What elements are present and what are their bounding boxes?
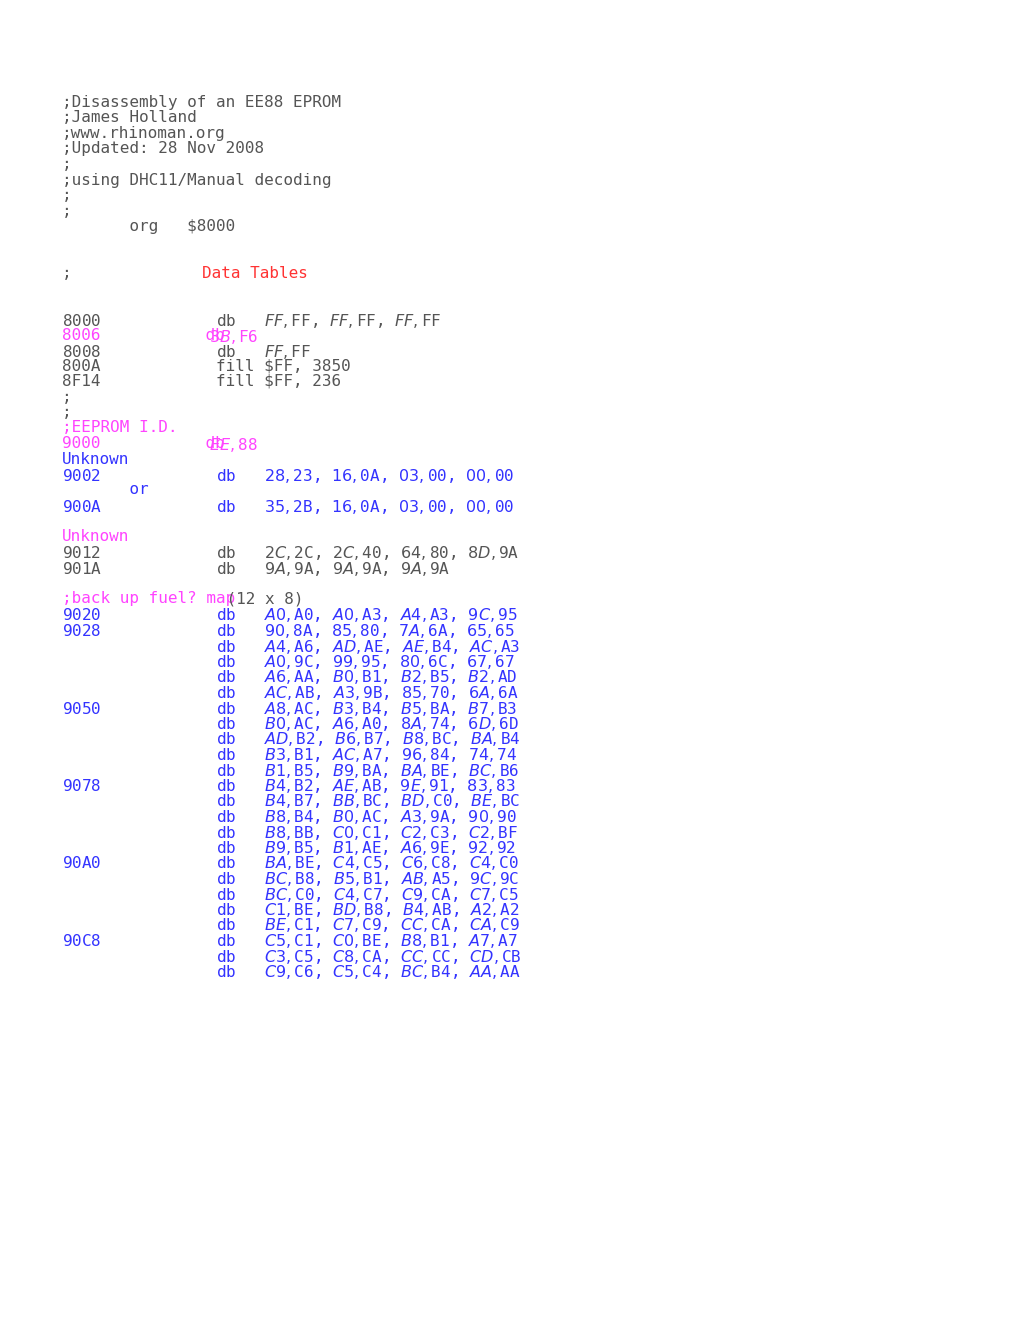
Text: db   $BC, $B8, $B5, $B1, $AB, $A5, $9C, $9C: db $BC, $B8, $B5, $B1, $AB, $A5, $9C, $9… — [62, 870, 519, 888]
Text: ;back up fuel? map: ;back up fuel? map — [62, 591, 235, 606]
Text: ;: ; — [62, 405, 71, 420]
Text: Data Tables: Data Tables — [202, 265, 308, 281]
Text: db   $A6, $AA, $B0, $B1, $B2, $B5, $B2, $AD: db $A6, $AA, $B0, $B1, $B2, $B5, $B2, $A… — [62, 668, 517, 686]
Text: db   $B8, $BB, $C0, $C1, $C2, $C3, $C2, $BF: db $B8, $BB, $C0, $C1, $C2, $C3, $C2, $B… — [62, 824, 518, 842]
Text: $EE, $88: $EE, $88 — [209, 436, 258, 454]
Text: 9028            db   $90, $8A, $85, $80, $7A, $6A, $65, $65: 9028 db $90, $8A, $85, $80, $7A, $6A, $6… — [62, 622, 515, 640]
Text: db   $BE, $C1, $C7, $C9, $CC, $CA, $CA, $C9: db $BE, $C1, $C7, $C9, $CC, $CA, $CA, $C… — [62, 916, 520, 935]
Text: 9002            db   $28, $23, $16, $0A, $03, $00, $00, $00: 9002 db $28, $23, $16, $0A, $03, $00, $0… — [62, 467, 514, 484]
Text: db: db — [90, 327, 254, 342]
Text: $3B, $F6: $3B, $F6 — [209, 327, 259, 346]
Text: (12 x 8): (12 x 8) — [189, 591, 304, 606]
Text: 8008            db   $FF, $FF: 8008 db $FF, $FF — [62, 343, 311, 360]
Text: db   $A0, $9C, $99, $95, $80, $6C, $67, $67: db $A0, $9C, $99, $95, $80, $6C, $67, $6… — [62, 653, 515, 671]
Text: 9078            db   $B4, $B2, $AE, $AB, $9E, $91, $83, $83: 9078 db $B4, $B2, $AE, $AB, $9E, $91, $8… — [62, 777, 515, 795]
Text: db   $B1, $B5, $B9, $BA, $BA, $BE, $BC, $B6: db $B1, $B5, $B9, $BA, $BA, $BE, $BC, $B… — [62, 762, 519, 780]
Text: ;www.rhinoman.org: ;www.rhinoman.org — [62, 125, 225, 141]
Text: db   $B0, $AC, $A6, $A0, $8A, $74, $6D, $6D: db $B0, $AC, $A6, $A0, $8A, $74, $6D, $6… — [62, 715, 519, 733]
Text: db   $C3, $C5, $C8, $CA, $CC, $CC, $CD, $CB: db $C3, $C5, $C8, $CA, $CC, $CC, $CD, $C… — [62, 948, 521, 965]
Text: 9020            db   $A0, $A0, $A0, $A3, $A4, $A3, $9C, $95: 9020 db $A0, $A0, $A0, $A3, $A4, $A3, $9… — [62, 606, 517, 624]
Text: db   $A4, $A6, $AD, $AE, $AE, $B4, $AC, $A3: db $A4, $A6, $AD, $AE, $AE, $B4, $AC, $A… — [62, 638, 520, 656]
Text: ;Disassembly of an EE88 EPROM: ;Disassembly of an EE88 EPROM — [62, 95, 340, 110]
Text: 900A            db   $35, $2B, $16, $0A, $03, $00, $00, $00: 900A db $35, $2B, $16, $0A, $03, $00, $0… — [62, 498, 514, 516]
Text: 8000            db   $FF, $FF, $FF, $FF, $FF, $FF: 8000 db $FF, $FF, $FF, $FF, $FF, $FF — [62, 312, 441, 330]
Text: 9012            db   $2C, $2C, $2C, $40, $64, $80, $8D, $9A: 9012 db $2C, $2C, $2C, $40, $64, $80, $8… — [62, 544, 519, 562]
Text: db   $B9, $B5, $B1, $AE, $A6, $9E, $92, $92: db $B9, $B5, $B1, $AE, $A6, $9E, $92, $9… — [62, 840, 516, 857]
Text: 8F14            fill $FF, 236: 8F14 fill $FF, 236 — [62, 374, 340, 389]
Text: ;Updated: 28 Nov 2008: ;Updated: 28 Nov 2008 — [62, 141, 264, 157]
Text: ;: ; — [62, 389, 71, 404]
Text: ;James Holland: ;James Holland — [62, 111, 197, 125]
Text: or: or — [62, 483, 149, 498]
Text: db: db — [90, 436, 254, 451]
Text: db   $AC, $AB, $A3, $9B, $85, $70, $6A, $6A: db $AC, $AB, $A3, $9B, $85, $70, $6A, $6… — [62, 684, 518, 702]
Text: db   $BC, $C0, $C4, $C7, $C9, $CA, $C7, $C5: db $BC, $C0, $C4, $C7, $C9, $CA, $C7, $C… — [62, 886, 519, 903]
Text: db   $B3, $B1, $AC, $A7, $96, $84, $74, $74: db $B3, $B1, $AC, $A7, $96, $84, $74, $7… — [62, 746, 517, 764]
Text: db   $C1, $BE, $BD, $B8, $B4, $AB, $A2, $A2: db $C1, $BE, $BD, $B8, $B4, $AB, $A2, $A… — [62, 902, 519, 919]
Text: 8006: 8006 — [62, 327, 101, 342]
Text: ;: ; — [62, 265, 71, 281]
Text: ;using DHC11/Manual decoding: ;using DHC11/Manual decoding — [62, 173, 331, 187]
Text: db   $B8, $B4, $B0, $AC, $A3, $9A, $90, $90: db $B8, $B4, $B0, $AC, $A3, $9A, $90, $9… — [62, 808, 517, 826]
Text: ;: ; — [62, 157, 71, 172]
Text: db   $AD, $B2, $B6, $B7, $B8, $BC, $BA, $B4: db $AD, $B2, $B6, $B7, $B8, $BC, $BA, $B… — [62, 730, 520, 748]
Text: db   $B4, $B7, $BB, $BC, $BD, $C0, $BE, $BC: db $B4, $B7, $BB, $BC, $BD, $C0, $BE, $B… — [62, 792, 520, 810]
Text: 901A            db   $9A, $9A, $9A, $9A, $9A, $9A: 901A db $9A, $9A, $9A, $9A, $9A, $9A — [62, 560, 449, 578]
Text: 90C8            db   $C5, $C1, $C0, $BE, $B8, $B1, $A7, $A7: 90C8 db $C5, $C1, $C0, $BE, $B8, $B1, $A… — [62, 932, 518, 950]
Text: db   $C9, $C6, $C5, $C4, $BC, $B4, $AA, $AA: db $C9, $C6, $C5, $C4, $BC, $B4, $AA, $A… — [62, 964, 520, 981]
Text: org   $8000: org $8000 — [62, 219, 235, 234]
Text: 9000: 9000 — [62, 436, 101, 451]
Text: Unknown: Unknown — [62, 451, 129, 466]
Text: 800A            fill $FF, 3850: 800A fill $FF, 3850 — [62, 359, 351, 374]
Text: Unknown: Unknown — [62, 529, 129, 544]
Text: 90A0            db   $BA, $BE, $C4, $C5, $C6, $C8, $C4, $C0: 90A0 db $BA, $BE, $C4, $C5, $C6, $C8, $C… — [62, 854, 519, 873]
Text: ;EEPROM I.D.: ;EEPROM I.D. — [62, 421, 177, 436]
Text: ;: ; — [62, 187, 71, 203]
Text: ;: ; — [62, 203, 71, 219]
Text: 9050            db   $A8, $AC, $B3, $B4, $B5, $BA, $B7, $B3: 9050 db $A8, $AC, $B3, $B4, $B5, $BA, $B… — [62, 700, 517, 718]
